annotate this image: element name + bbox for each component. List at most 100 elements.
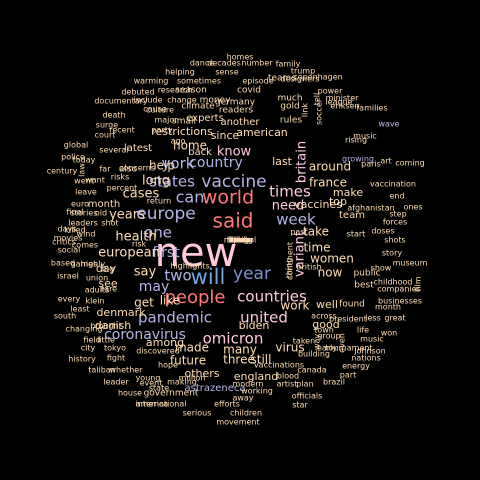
word-found: found [339, 300, 365, 310]
word-vaccination: vaccination [370, 180, 416, 189]
word-sense: sense [215, 68, 238, 77]
word-public: public [353, 269, 380, 279]
word-major: major [154, 116, 178, 125]
word-times: times [269, 183, 311, 201]
word-home: home [173, 139, 207, 153]
word-stories: stories [71, 209, 98, 218]
word-league: league [325, 98, 352, 107]
word-blood: blood [277, 372, 299, 381]
word-killed: killed [64, 226, 85, 235]
word-france: france [309, 176, 347, 190]
word-art: art [380, 157, 391, 166]
word-minister: minister [326, 94, 360, 103]
word-city: city [81, 344, 96, 353]
word-likely: likely [230, 236, 251, 245]
word-biden: biden [239, 319, 270, 332]
word-union: union [86, 274, 108, 283]
word-astrazeneca: astrazeneca [184, 383, 245, 394]
word-movement: movement [216, 418, 259, 427]
word-return: return [147, 197, 171, 206]
word-states: states [149, 173, 195, 191]
word-taken: taken [293, 337, 315, 346]
word-government: government [144, 389, 199, 399]
word-last: last [272, 155, 293, 168]
word-british: british [296, 263, 321, 272]
word-well: well [316, 298, 338, 311]
word-country: country [189, 155, 243, 171]
word-wave: wave [378, 120, 399, 129]
word-changing: changing [66, 325, 103, 334]
word-leave: leave [75, 188, 97, 197]
word-international: international [136, 400, 187, 409]
word-variant: variant [293, 231, 308, 277]
word-another: another [220, 117, 260, 128]
word-like: like [160, 294, 181, 308]
word-critics: critics [52, 238, 76, 247]
word-eriksen: eriksen [330, 102, 359, 111]
word-way: way [313, 334, 322, 350]
word-young: young [136, 374, 161, 383]
word-also: also [119, 165, 138, 175]
word-police: police [61, 153, 85, 162]
word-hope: hope [158, 361, 178, 370]
word-italy: italy [231, 236, 248, 245]
word-family: family [276, 60, 301, 69]
word-today: today [73, 156, 96, 165]
word-tell: tell [313, 93, 322, 106]
word-america: america [136, 400, 169, 409]
word-great: great [384, 314, 405, 323]
word-thing: thing [285, 258, 294, 279]
word-social: social [58, 246, 81, 255]
word-back: back [188, 147, 212, 158]
word-still: still [251, 353, 272, 367]
word-star: star [292, 401, 308, 410]
word-change: change [167, 96, 197, 105]
word-readers: readers [219, 106, 254, 116]
word-final: final [66, 208, 83, 217]
word-state: state [149, 384, 169, 393]
word-comes: comes [72, 241, 98, 250]
word-based: based [51, 259, 75, 268]
word-many: many [223, 343, 257, 357]
word-cause: cause [143, 105, 167, 114]
word-wind: wind [77, 230, 96, 239]
word-teams: teams [268, 74, 296, 84]
word-good: good [312, 318, 339, 331]
word-england: england [234, 370, 278, 383]
word-denmark: denmark [96, 306, 146, 319]
word-coronavirus: coronavirus [104, 327, 186, 343]
word-made: made [175, 341, 209, 355]
word-forces: forces [383, 218, 407, 227]
word-town: town [314, 326, 334, 335]
word-won: won [381, 329, 398, 338]
word-history: history [68, 355, 96, 364]
word-families: families [356, 104, 387, 113]
word-rules: rules [280, 116, 302, 126]
word-helping: helping [165, 68, 195, 77]
word-building: building [298, 350, 330, 359]
word-highly: highly [81, 260, 106, 269]
word-whether: whether [110, 366, 144, 375]
word-old: old [95, 209, 107, 218]
word-recent: recent [109, 126, 135, 135]
word-past: past [290, 228, 307, 237]
word-johnson: johnson [353, 347, 385, 356]
word-even: even [338, 333, 347, 353]
word-virus: virus [275, 341, 304, 355]
word-work: work [280, 299, 309, 313]
word-pandemic: pandemic [138, 309, 212, 327]
word-ones: ones [403, 203, 422, 212]
word-working: working [241, 387, 273, 396]
word-several: several [99, 146, 128, 155]
word-brazil: brazil [323, 378, 345, 387]
word-include: include [134, 96, 163, 105]
word-end: end [389, 192, 404, 201]
word-serious: serious [183, 409, 212, 418]
word-rare: rare [101, 285, 117, 294]
word-tokyo: tokyo [104, 344, 126, 353]
word-since: since [211, 129, 240, 142]
word-among: among [146, 336, 184, 349]
word-discovered: discovered [136, 347, 180, 356]
word-trump: trump [291, 67, 315, 76]
